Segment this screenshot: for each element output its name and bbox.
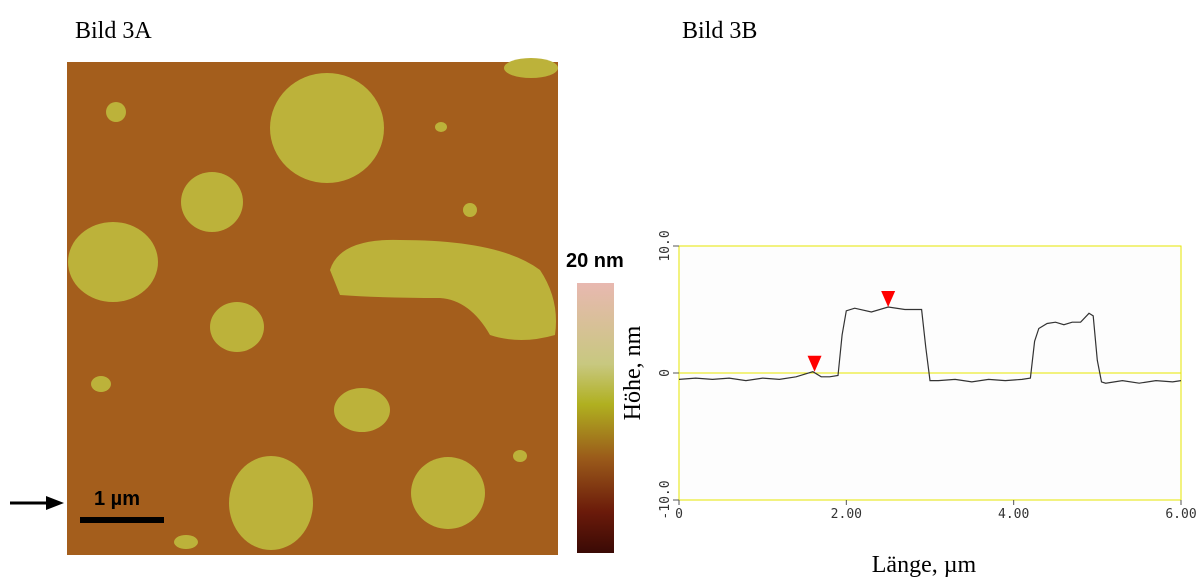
- scale-bar-label: 1 µm: [94, 488, 140, 510]
- x-tick-label: 4.00: [998, 507, 1029, 522]
- x-axis-label: Länge, µm: [872, 552, 977, 578]
- afm-image: [67, 58, 558, 555]
- figure: Bild 3A 1 µm 20 nm Bild 3B Länge, µm Höh: [0, 0, 1202, 581]
- chart-title: Bild 3B: [682, 18, 757, 44]
- y-tick-label: -10.0: [658, 480, 673, 519]
- y-tick-label: 0: [658, 369, 673, 377]
- y-axis-label: Höhe, nm: [620, 325, 646, 420]
- x-tick-label: 2.00: [831, 507, 862, 522]
- arrow: [10, 496, 64, 510]
- colorbar-label: 20 nm: [566, 250, 624, 272]
- x-tick-label: 0: [675, 507, 683, 522]
- panel-a-title: Bild 3A: [75, 18, 152, 44]
- x-tick-label: 6.00: [1165, 507, 1196, 522]
- colorbar: [577, 283, 614, 553]
- y-tick-label: 10.0: [658, 230, 673, 261]
